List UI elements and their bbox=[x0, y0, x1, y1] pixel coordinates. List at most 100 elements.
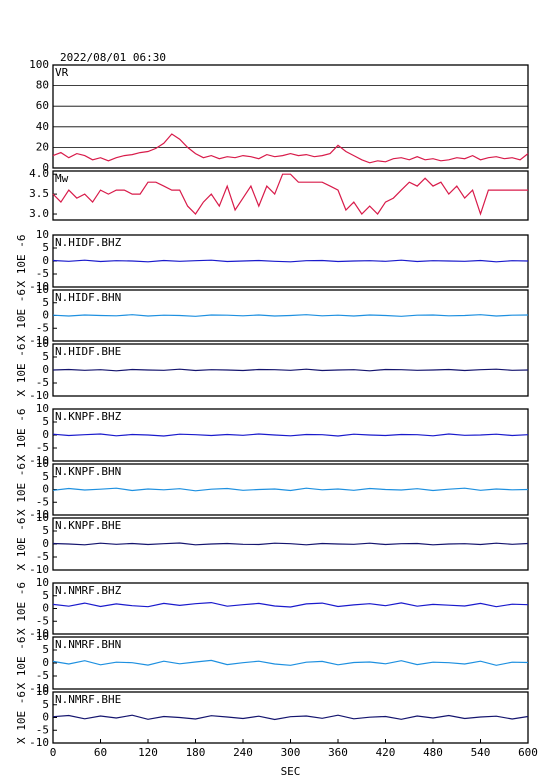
panel-label: N.HIDF.BHN bbox=[55, 291, 121, 304]
y-tick-label: 10 bbox=[36, 337, 49, 350]
y-tick-label: 5 bbox=[42, 589, 49, 602]
y-tick-label: 5 bbox=[42, 698, 49, 711]
y-tick-label: 0 bbox=[42, 537, 49, 550]
panel-label: Mw bbox=[55, 172, 69, 185]
panel-label: N.NMRF.BHZ bbox=[55, 584, 122, 597]
panel-label: VR bbox=[55, 66, 69, 79]
x-tick-label: 420 bbox=[376, 746, 396, 759]
data-line bbox=[52, 314, 529, 317]
y-tick-label: 5 bbox=[42, 415, 49, 428]
data-line bbox=[52, 433, 529, 437]
y-tick-label: -5 bbox=[36, 495, 49, 508]
chart-title: 2022/08/01 06:30 bbox=[60, 51, 166, 64]
y-tick-label: 5 bbox=[42, 296, 49, 309]
y-tick-label: -5 bbox=[36, 321, 49, 334]
y-tick-label: 10 bbox=[36, 228, 49, 241]
y-tick-label: -5 bbox=[36, 376, 49, 389]
x-tick-label: 240 bbox=[233, 746, 253, 759]
y-tick-label: 0 bbox=[42, 483, 49, 496]
y-tick-label: 10 bbox=[36, 511, 49, 524]
data-line bbox=[52, 368, 529, 372]
y-tick-label: 5 bbox=[42, 524, 49, 537]
x-tick-label: 600 bbox=[518, 746, 538, 759]
y-tick-label: 10 bbox=[36, 685, 49, 698]
data-line bbox=[52, 487, 529, 492]
x-tick-label: 300 bbox=[281, 746, 301, 759]
x-tick-label: 180 bbox=[186, 746, 206, 759]
x-tick-label: 480 bbox=[423, 746, 443, 759]
y-tick-label: 0 bbox=[42, 254, 49, 267]
y-tick-label: -5 bbox=[36, 669, 49, 682]
panel-label: N.HIDF.BHE bbox=[55, 345, 121, 358]
y-axis-label: X 10E -6 bbox=[15, 344, 28, 397]
x-axis-label: SEC bbox=[281, 765, 301, 778]
y-tick-label: 0 bbox=[42, 656, 49, 669]
y-tick-label: 80 bbox=[36, 79, 49, 92]
y-tick-label: 10 bbox=[36, 457, 49, 470]
y-tick-label: 5 bbox=[42, 643, 49, 656]
y-axis-label: X 10E -6 bbox=[15, 463, 28, 516]
x-tick-label: 540 bbox=[471, 746, 491, 759]
y-tick-label: 10 bbox=[36, 630, 49, 643]
y-axis-label: X 10E -6 bbox=[15, 289, 28, 342]
y-axis-label: X 10E -6 bbox=[15, 409, 28, 462]
panel-frame bbox=[52, 64, 529, 169]
y-tick-label: -5 bbox=[36, 614, 49, 627]
y-tick-label: 3.0 bbox=[29, 207, 49, 220]
y-tick-label: -10 bbox=[29, 627, 49, 640]
panel-frame bbox=[52, 582, 529, 635]
y-tick-label: 3.5 bbox=[29, 187, 49, 200]
y-tick-label: -10 bbox=[29, 508, 49, 521]
y-tick-label: 0 bbox=[42, 711, 49, 724]
y-tick-label: 10 bbox=[36, 576, 49, 589]
y-tick-label: 0 bbox=[42, 363, 49, 376]
y-tick-label: 0 bbox=[42, 428, 49, 441]
y-tick-label: 0 bbox=[42, 309, 49, 322]
y-axis-label: X 10E -6 bbox=[15, 582, 28, 635]
y-tick-label: -10 bbox=[29, 389, 49, 402]
y-tick-label: 20 bbox=[36, 140, 49, 153]
panel-label: N.KNPF.BHN bbox=[55, 465, 121, 478]
data-line bbox=[52, 659, 529, 666]
y-tick-label: -5 bbox=[36, 267, 49, 280]
y-tick-label: 5 bbox=[42, 470, 49, 483]
y-tick-label: 10 bbox=[36, 283, 49, 296]
panel-label: N.KNPF.BHE bbox=[55, 519, 121, 532]
data-line bbox=[52, 173, 528, 216]
y-tick-label: 0 bbox=[42, 602, 49, 615]
y-tick-label: -10 bbox=[29, 563, 49, 576]
panel-label: N.KNPF.BHZ bbox=[55, 410, 122, 423]
data-line bbox=[52, 714, 529, 721]
panel-frame bbox=[52, 170, 529, 221]
panel-label: N.NMRF.BHE bbox=[55, 693, 121, 706]
y-tick-label: 40 bbox=[36, 120, 49, 133]
y-tick-label: -10 bbox=[29, 682, 49, 695]
y-axis-label: X 10E -6 bbox=[15, 691, 28, 744]
x-tick-label: 60 bbox=[94, 746, 107, 759]
data-line bbox=[52, 542, 529, 546]
y-tick-label: 10 bbox=[36, 402, 49, 415]
x-tick-label: 120 bbox=[138, 746, 158, 759]
y-tick-label: -10 bbox=[29, 736, 49, 749]
y-tick-label: 4.0 bbox=[29, 167, 49, 180]
data-line bbox=[52, 601, 529, 608]
x-tick-label: 0 bbox=[50, 746, 57, 759]
y-tick-label: 5 bbox=[42, 350, 49, 363]
y-tick-label: -5 bbox=[36, 550, 49, 563]
y-tick-label: 60 bbox=[36, 99, 49, 112]
y-axis-label: X 10E -6 bbox=[15, 518, 28, 571]
y-axis-label: X 10E -6 bbox=[15, 637, 28, 690]
y-axis-label: X 10E -6 bbox=[15, 235, 28, 288]
data-line bbox=[52, 259, 529, 263]
y-tick-label: 5 bbox=[42, 241, 49, 254]
x-tick-label: 360 bbox=[328, 746, 348, 759]
panel-label: N.NMRF.BHN bbox=[55, 638, 121, 651]
y-tick-label: -10 bbox=[29, 454, 49, 467]
y-tick-label: -10 bbox=[29, 280, 49, 293]
y-tick-label: -5 bbox=[36, 441, 49, 454]
y-tick-label: 0 bbox=[42, 161, 49, 174]
data-line bbox=[52, 133, 529, 164]
y-tick-label: -10 bbox=[29, 334, 49, 347]
panel-label: N.HIDF.BHZ bbox=[55, 236, 122, 249]
